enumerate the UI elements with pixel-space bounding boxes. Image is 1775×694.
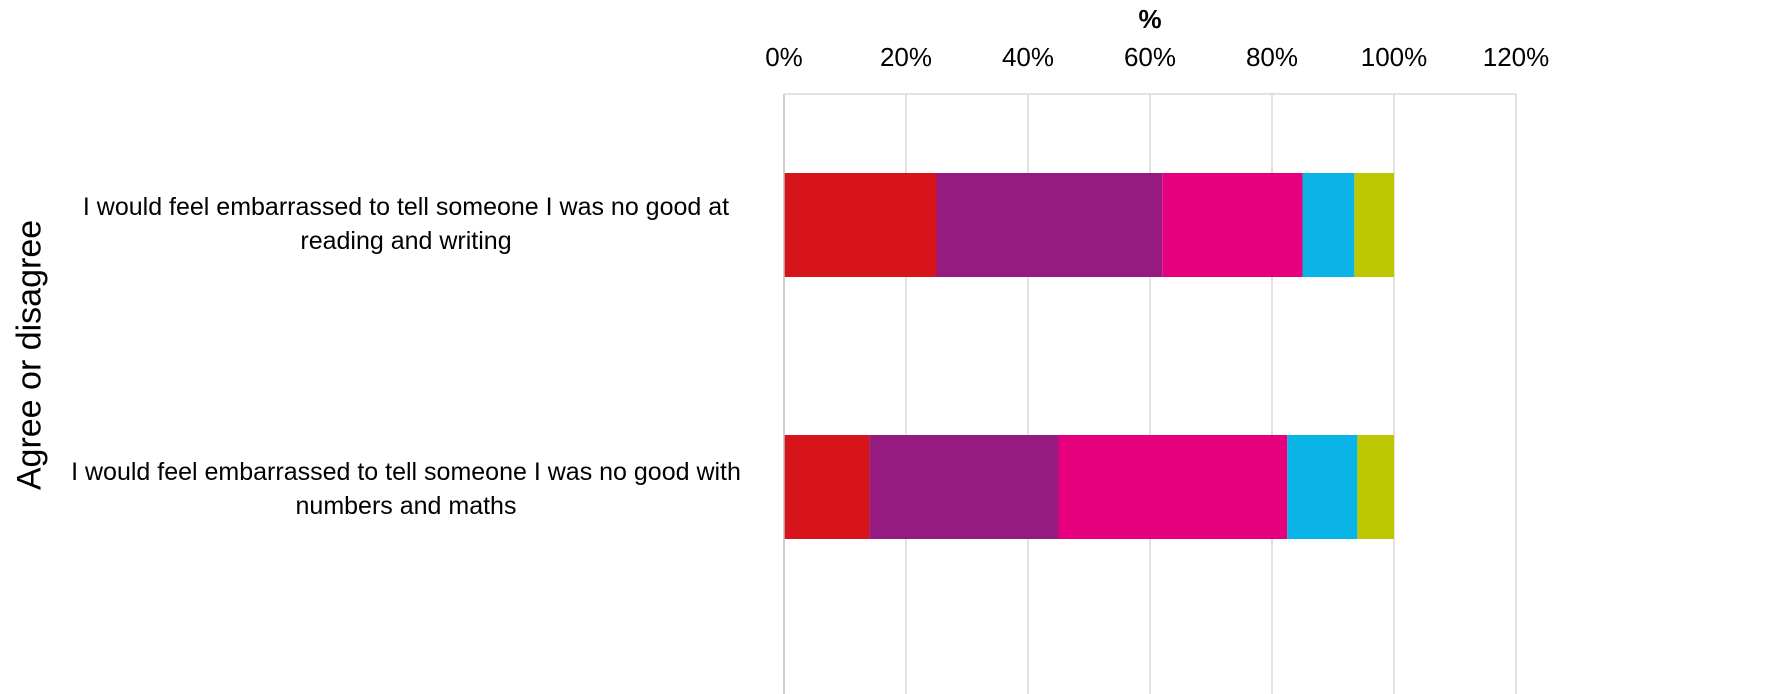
y-axis-title: Agree or disagree bbox=[10, 219, 49, 491]
bar-segment bbox=[869, 435, 1059, 539]
bar-segment bbox=[1162, 173, 1303, 277]
x-tick-label: 60% bbox=[1124, 42, 1176, 72]
x-tick-label: 0% bbox=[765, 42, 803, 72]
x-tick-label: 40% bbox=[1002, 42, 1054, 72]
x-tick-label: 100% bbox=[1361, 42, 1428, 72]
bar-segment bbox=[936, 173, 1163, 277]
bar-segment bbox=[784, 173, 937, 277]
bar-segment bbox=[1302, 173, 1355, 277]
x-tick-label: 20% bbox=[880, 42, 932, 72]
category-label-reading: I would feel embarrassed to tell someone… bbox=[82, 193, 730, 255]
x-tick-label: 120% bbox=[1483, 42, 1550, 72]
x-axis-title: % bbox=[1138, 4, 1162, 34]
x-tick-label: 80% bbox=[1246, 42, 1298, 72]
bar-segment bbox=[1354, 173, 1394, 277]
category-label-numbers: I would feel embarrassed to tell someone… bbox=[71, 458, 741, 520]
bar-segment bbox=[1357, 435, 1394, 539]
bar-segment bbox=[1058, 435, 1288, 539]
bar-segment bbox=[1287, 435, 1358, 539]
bar-segment bbox=[784, 435, 870, 539]
